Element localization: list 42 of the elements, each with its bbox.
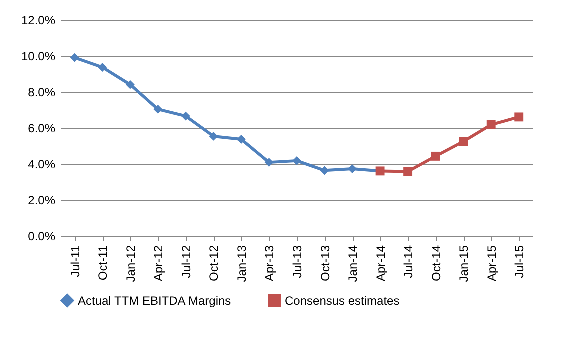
x-tick-label: Apr-12	[152, 245, 166, 282]
point	[264, 158, 274, 168]
x-tick-label: Jul-13	[290, 245, 304, 278]
x-tick-label: Jan-14	[346, 245, 360, 282]
point	[320, 166, 330, 176]
x-tick-label: Jul-12	[179, 245, 194, 278]
point	[70, 53, 80, 62]
point	[459, 137, 468, 146]
point	[126, 80, 135, 90]
x-tick-label: Jan-13	[234, 245, 249, 282]
y-tick-label: 6.0%	[28, 122, 56, 136]
y-tick-label: 10.0%	[21, 50, 56, 64]
x-tick-label: Jul-11	[68, 245, 82, 278]
point	[98, 63, 108, 72]
x-tick-label: Jul-14	[402, 245, 416, 278]
point	[431, 152, 440, 161]
legend-label: Actual TTM EBITDA Margins	[78, 294, 232, 308]
y-tick-label: 8.0%	[28, 86, 56, 100]
x-tick-label: Apr-14	[374, 245, 388, 282]
point	[181, 112, 190, 121]
point	[486, 120, 496, 130]
x-tick-label: Oct-11	[96, 245, 110, 281]
x-tick-label: Apr-13	[262, 245, 277, 282]
x-tick-label: Jul-15	[512, 245, 527, 278]
y-tick-label: 12.0%	[21, 14, 56, 28]
point	[348, 164, 357, 174]
point	[404, 167, 413, 176]
point	[154, 104, 163, 114]
x-tick-label: Jan-15	[457, 245, 472, 282]
y-tick-label: 0.0%	[28, 230, 56, 244]
x-tick-label: Jan-12	[124, 245, 138, 282]
x-tick-label: Oct-14	[429, 245, 444, 282]
y-tick-label: 2.0%	[28, 194, 56, 208]
point	[514, 112, 524, 122]
point	[237, 135, 246, 144]
x-tick-label: Apr-15	[484, 245, 499, 282]
point	[292, 156, 302, 166]
x-tick-label: Oct-13	[318, 245, 332, 282]
legend-label: Consensus estimates	[285, 294, 400, 308]
x-tick-label: Oct-12	[207, 245, 222, 282]
point	[209, 132, 218, 141]
y-tick-label: 4.0%	[28, 158, 56, 172]
